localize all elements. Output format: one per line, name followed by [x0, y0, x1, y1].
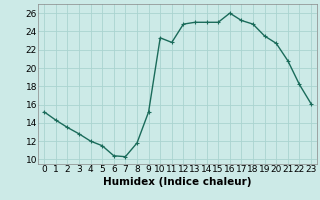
X-axis label: Humidex (Indice chaleur): Humidex (Indice chaleur)	[103, 177, 252, 187]
